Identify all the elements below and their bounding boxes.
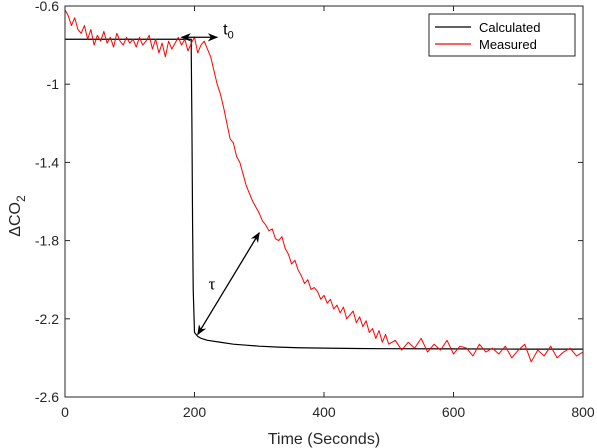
x-axis-title: Time (Seconds) xyxy=(268,431,380,448)
series-layer xyxy=(64,9,584,363)
annotation-layer: t0 τ xyxy=(180,21,260,336)
annotation-label-tau: τ xyxy=(208,275,215,294)
y-axis-title-subscript: 2 xyxy=(14,195,28,202)
x-tick-label: 800 xyxy=(571,404,595,420)
y-tick-label: -1.8 xyxy=(35,233,59,249)
series-line-calculated xyxy=(65,38,583,350)
legend-label-calculated: Calculated xyxy=(479,20,540,35)
legend: Calculated Measured xyxy=(428,13,576,57)
x-tick-label: 400 xyxy=(312,404,336,420)
x-tick-label: 600 xyxy=(442,404,466,420)
legend-box xyxy=(428,13,576,57)
annotation-label-t0: t0 xyxy=(223,21,234,41)
y-tick-label: -1.4 xyxy=(35,154,59,170)
series-line-measured xyxy=(64,9,584,363)
y-tick-label: -2.6 xyxy=(35,389,59,405)
x-tick-label: 200 xyxy=(183,404,207,420)
plot-area xyxy=(65,6,583,397)
y-tick-label: -0.6 xyxy=(35,0,59,14)
plot-background xyxy=(65,6,583,397)
annotation-arrow-tau xyxy=(197,231,260,336)
x-tick-label: 0 xyxy=(61,404,69,420)
y-tick-label: -2.2 xyxy=(35,311,59,327)
y-tick-label: -1 xyxy=(47,76,60,92)
legend-label-measured: Measured xyxy=(479,37,537,52)
y-axis-title: ΔCO2 xyxy=(7,195,28,237)
axes-layer: 0 200 400 600 800 -0.6 -1 -1.4 -1.8 -2.2 -2.6 xyxy=(35,0,595,420)
